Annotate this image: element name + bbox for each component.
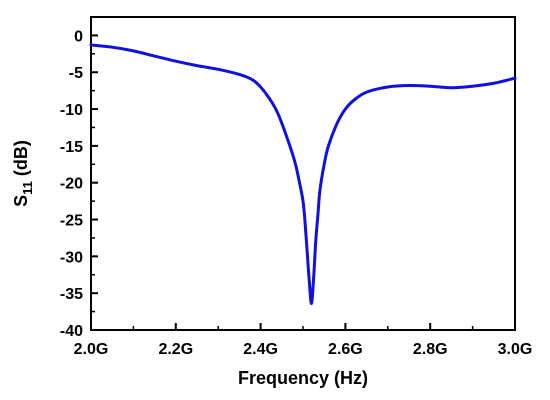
y-tick-label: -10	[60, 102, 83, 119]
x-tick-label: 2.2G	[158, 341, 193, 358]
y-axis-title: S11 (dB)	[11, 140, 35, 207]
x-tick-label: 2.6G	[328, 341, 363, 358]
y-axis-title-unit: (dB)	[11, 140, 31, 181]
y-axis-title-subscript: 11	[20, 181, 35, 195]
y-axis-title-main: S	[11, 195, 31, 207]
y-tick-label: -30	[60, 249, 83, 266]
x-tick-label: 2.0G	[74, 341, 109, 358]
y-tick-label: -35	[60, 286, 83, 303]
x-axis-title: Frequency (Hz)	[238, 368, 368, 388]
y-tick-label: -40	[60, 323, 83, 340]
s11-curve	[89, 43, 517, 305]
y-tick-label: -15	[60, 139, 83, 156]
x-tick-label: 3.0G	[498, 341, 533, 358]
y-tick-label: -5	[69, 65, 83, 82]
y-tick-label: 0	[74, 28, 83, 45]
x-tick-label: 2.4G	[243, 341, 278, 358]
y-tick-label: -20	[60, 176, 83, 193]
x-tick-label: 2.8G	[413, 341, 448, 358]
y-tick-label: -25	[60, 213, 83, 230]
x-axis-ticks: 2.0G 2.2G 2.4G 2.6G 2.8G 3.0G	[74, 323, 533, 358]
plot-frame	[90, 16, 516, 331]
y-axis-ticks: 0 -5 -10 -15 -20 -25 -30 -35 -40	[60, 28, 98, 340]
